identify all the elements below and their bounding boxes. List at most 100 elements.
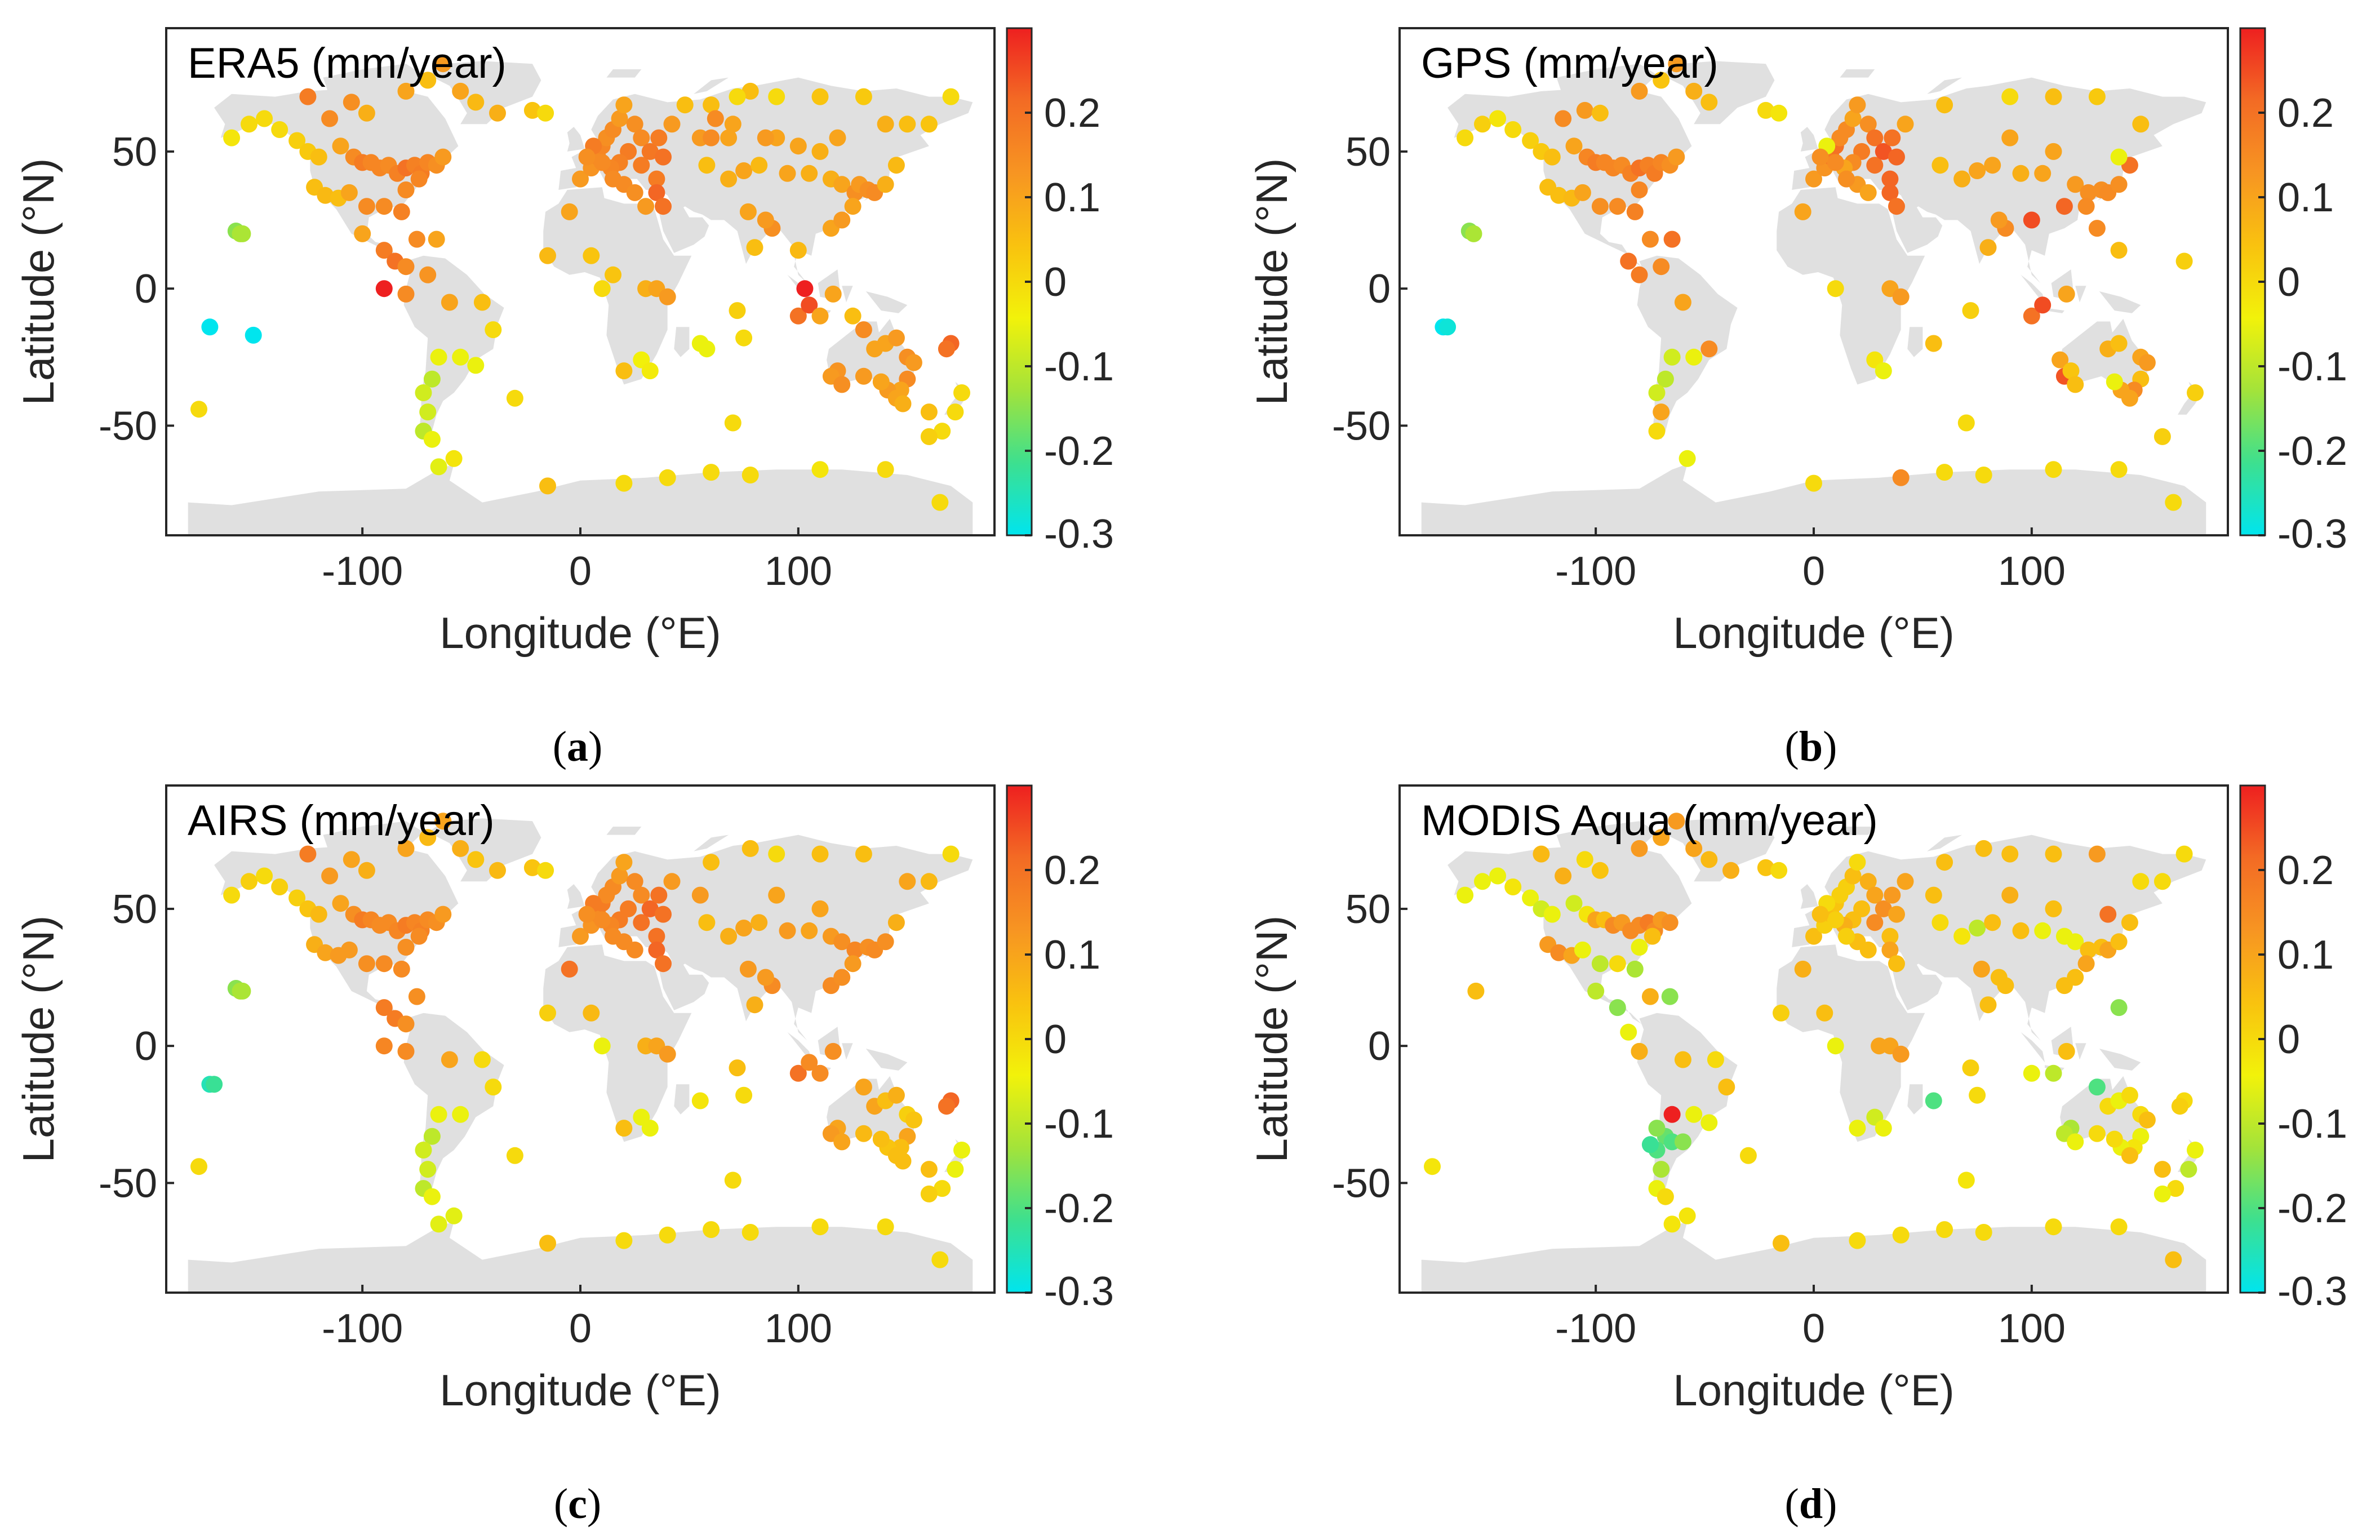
station-point — [1504, 878, 1522, 895]
station-point — [887, 1086, 905, 1104]
station-point — [2110, 335, 2128, 352]
station-point — [358, 104, 375, 122]
station-point — [241, 873, 257, 890]
land-polygon — [188, 464, 973, 535]
station-point — [751, 157, 768, 174]
station-point — [1897, 116, 1914, 133]
station-point — [894, 1152, 912, 1170]
station-point — [2045, 845, 2062, 863]
land-polygon — [2099, 1049, 2141, 1071]
land-polygon — [2075, 286, 2086, 303]
station-point — [397, 181, 415, 198]
station-point — [539, 477, 556, 495]
station-point — [1574, 941, 1591, 958]
station-point — [1975, 840, 1992, 857]
station-point — [641, 143, 659, 160]
caption-paren: ) — [587, 1480, 601, 1528]
station-point — [256, 110, 273, 127]
station-point — [757, 969, 774, 986]
station-point — [648, 941, 665, 958]
station-point — [2067, 176, 2084, 193]
station-point — [1591, 862, 1609, 879]
panel-d: -100 0 100 50 0 -50 Longitude (°E) Latitude (°N… — [1247, 784, 2347, 1528]
station-point — [1979, 239, 1997, 256]
station-point — [920, 116, 938, 133]
station-point — [1859, 941, 1877, 958]
station-point — [430, 1215, 447, 1233]
station-point — [1668, 813, 1685, 830]
station-point — [1631, 1042, 1648, 1060]
land-polygon — [1927, 77, 1962, 94]
station-point — [746, 239, 763, 256]
station-point — [615, 474, 633, 492]
panel-c: -100 0 100 50 0 -50 Longitude (°E) Latitude (°N… — [14, 784, 1114, 1528]
station-point — [1679, 450, 1696, 467]
station-point — [1474, 116, 1491, 133]
x-tick-label: 0 — [569, 1306, 592, 1351]
station-point — [2067, 376, 2084, 393]
station-point — [1648, 423, 1666, 440]
y-tick-label: 0 — [135, 267, 157, 312]
caption-paren: ) — [1823, 1480, 1837, 1528]
station-point — [1888, 906, 1905, 923]
station-point — [430, 458, 447, 476]
station-point — [2180, 1161, 2197, 1178]
colorbar-tick-label: 0.2 — [1044, 848, 1100, 893]
station-point — [2058, 1042, 2075, 1060]
x-tick-label: -100 — [1555, 549, 1636, 594]
land-polygon — [1907, 1084, 1923, 1115]
station-point — [905, 1111, 922, 1129]
station-point — [2001, 129, 2019, 147]
station-point — [2067, 969, 2084, 986]
station-point — [523, 859, 541, 876]
y-tick-label: 50 — [112, 130, 157, 175]
station-point — [445, 450, 463, 467]
station-point — [397, 939, 415, 956]
station-point — [633, 157, 650, 174]
station-point — [1679, 1207, 1696, 1224]
station-point — [1626, 960, 1644, 978]
station-point — [393, 960, 410, 978]
station-point — [428, 230, 445, 248]
station-point — [833, 969, 851, 986]
station-point — [1866, 157, 1884, 174]
station-point — [537, 862, 554, 879]
station-point — [2052, 351, 2069, 369]
station-point — [1838, 927, 1855, 945]
station-point — [1674, 294, 1691, 311]
station-point — [1653, 829, 1670, 846]
colorbar-tick-label: -0.2 — [2277, 1186, 2347, 1231]
station-point — [1979, 996, 1997, 1014]
station-point — [593, 911, 611, 929]
station-point — [768, 845, 785, 863]
station-point — [408, 230, 425, 248]
land-polygon — [842, 1043, 853, 1060]
land-polygon — [865, 291, 908, 313]
station-point — [1661, 988, 1679, 1005]
station-point — [1844, 110, 1862, 127]
station-point — [410, 927, 428, 945]
station-point — [659, 1226, 676, 1244]
station-point — [423, 1128, 441, 1145]
station-point — [1543, 906, 1561, 923]
station-point — [1457, 886, 1474, 904]
station-point — [1522, 132, 1539, 149]
station-point — [833, 376, 851, 393]
land-polygon — [842, 286, 853, 303]
station-point — [1467, 982, 1485, 1000]
land-polygon — [2060, 318, 2147, 396]
station-point — [811, 307, 829, 325]
station-point — [811, 461, 829, 478]
station-point — [489, 104, 506, 122]
x-axis-label: Longitude (°E) — [439, 1365, 721, 1415]
station-point — [1881, 184, 1899, 201]
station-point — [1884, 129, 1901, 147]
station-point — [2175, 845, 2193, 863]
station-point — [615, 96, 633, 114]
station-point — [1805, 927, 1822, 945]
land-polygon — [659, 958, 709, 1010]
station-point — [375, 280, 393, 298]
land-polygon — [787, 1032, 812, 1063]
land-polygon — [2097, 165, 2130, 201]
station-point — [1881, 170, 1899, 188]
